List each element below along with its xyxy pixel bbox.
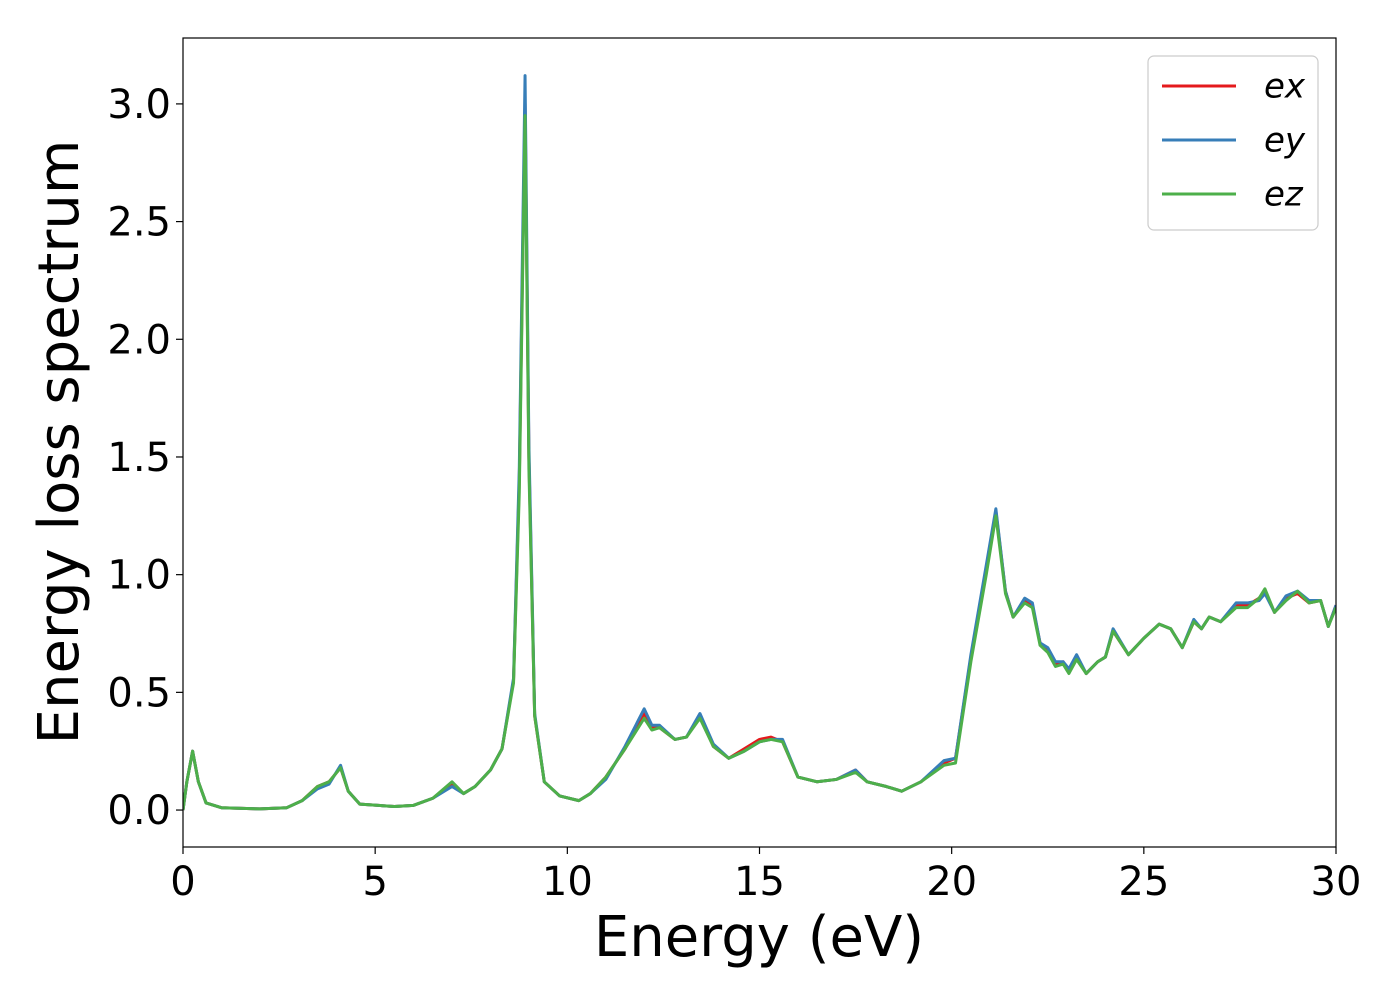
x-tick-label: 0 xyxy=(170,859,195,905)
legend-box xyxy=(1147,55,1319,231)
legend-label: ex xyxy=(1264,67,1306,107)
line-series xyxy=(183,114,1336,811)
x-tick-label: 30 xyxy=(1311,859,1362,905)
plot-frame xyxy=(182,37,1337,848)
x-tick-label: 10 xyxy=(542,859,593,905)
legend-label: ez xyxy=(1264,175,1304,215)
x-tick-label: 15 xyxy=(734,859,785,905)
y-tick-label: 3.0 xyxy=(107,82,171,128)
y-tick-label: 0.5 xyxy=(107,670,171,716)
y-tick-label: 1.0 xyxy=(107,553,171,599)
x-axis-label: Energy (eV) xyxy=(594,905,924,970)
y-tick-label: 0.0 xyxy=(107,788,171,834)
x-tick-label: 20 xyxy=(926,859,977,905)
y-tick-label: 1.5 xyxy=(107,435,171,481)
x-tick-label: 25 xyxy=(1118,859,1169,905)
y-axis-label: Energy loss spectrum xyxy=(27,140,92,745)
y-tick-label: 2.5 xyxy=(107,200,171,246)
x-tick-label: 5 xyxy=(362,859,387,905)
y-tick-label: 2.0 xyxy=(107,317,171,363)
legend-label: ey xyxy=(1264,121,1306,161)
